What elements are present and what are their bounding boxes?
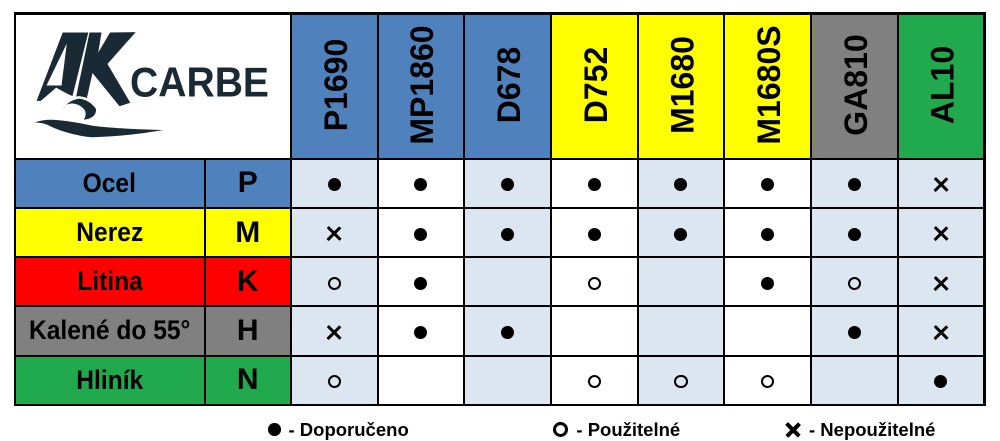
svg-text:CARBE: CARBE: [130, 58, 269, 105]
